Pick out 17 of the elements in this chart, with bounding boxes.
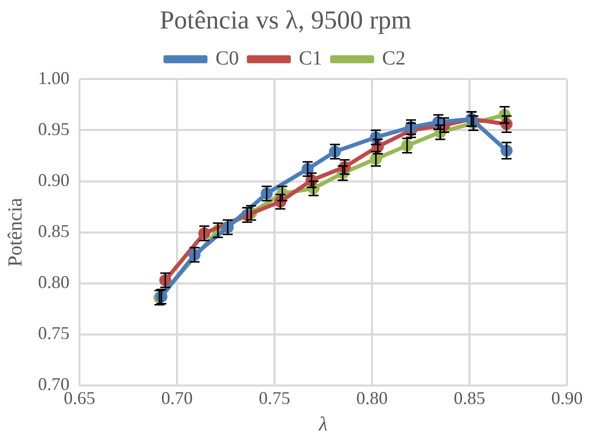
chart-title: Potência vs λ, 9500 rpm	[160, 5, 412, 34]
legend-label: C0	[215, 47, 239, 70]
x-axis-title: λ	[318, 413, 328, 436]
y-tick-label: 0.90	[38, 170, 70, 190]
x-tick-label: 0.90	[551, 388, 583, 408]
x-tick-label: 0.80	[356, 388, 388, 408]
x-tick-label: 0.70	[161, 388, 193, 408]
legend-label: C1	[298, 47, 322, 70]
legend-label: C2	[382, 47, 406, 70]
y-axis-title: Potência	[4, 198, 26, 267]
y-tick-label: 1.00	[38, 68, 70, 88]
x-tick-label: 0.85	[454, 388, 486, 408]
y-tick-label: 0.95	[38, 118, 70, 139]
y-tick-label: 0.85	[38, 221, 70, 242]
y-tick-label: 0.80	[38, 272, 70, 292]
x-tick-label: 0.75	[258, 388, 290, 408]
y-tick-label: 0.75	[38, 323, 70, 344]
